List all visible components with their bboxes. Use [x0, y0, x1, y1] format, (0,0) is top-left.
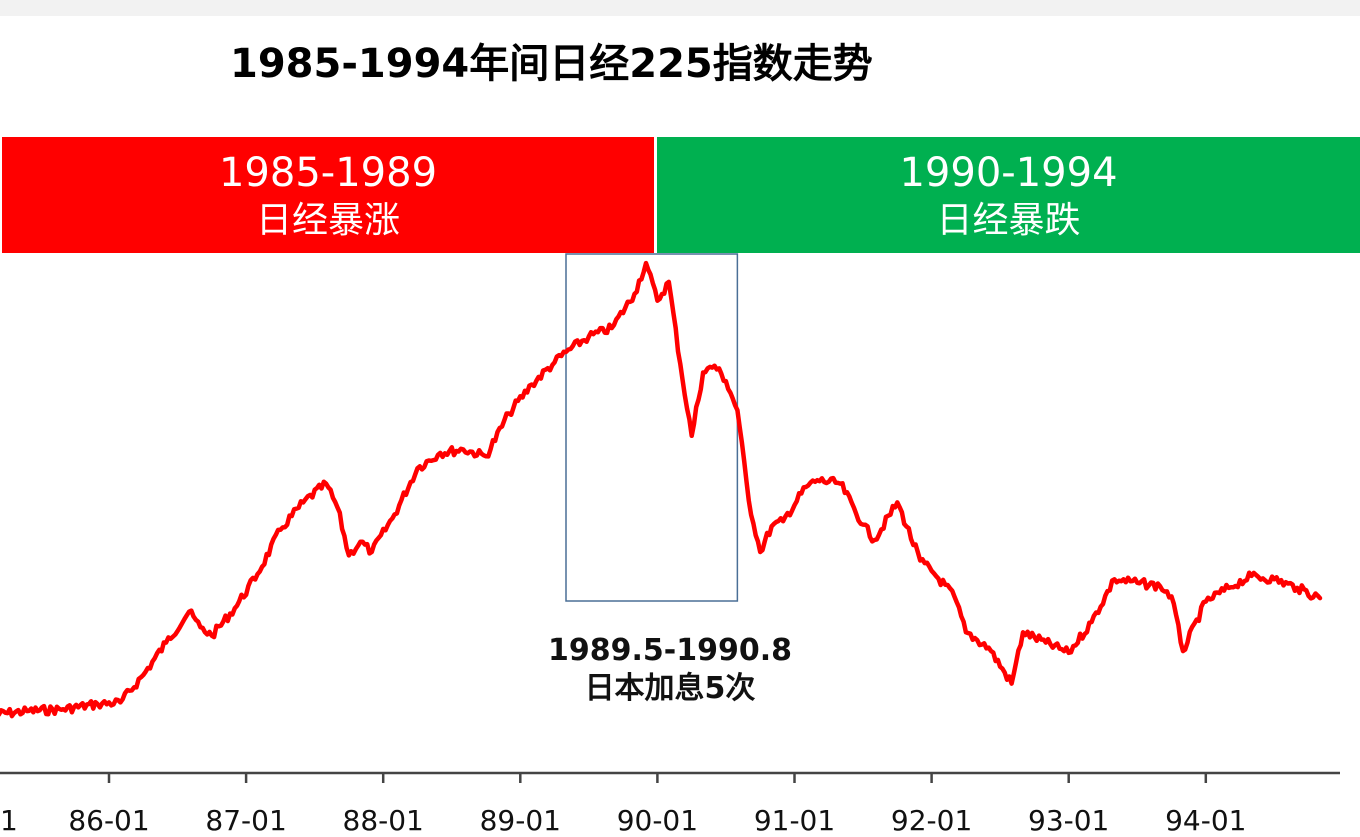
- chart-title: 1985-1994年间日经225指数走势: [230, 41, 873, 87]
- x-tick-label: 90-01: [617, 804, 698, 837]
- annotation-period: 1989.5-1990.8: [548, 633, 792, 668]
- annotation-text: 日本加息5次: [584, 671, 756, 706]
- banner-fall: 1990-1994 日经暴跌: [657, 137, 1360, 253]
- x-tick-label: 86-01: [68, 804, 149, 837]
- x-tick-label: 87-01: [205, 804, 286, 837]
- series-line: [0, 260, 1323, 719]
- x-tick-label: 93-01: [1028, 804, 1109, 837]
- banner-fall-label: 日经暴跌: [936, 200, 1081, 241]
- banner-rise-period: 1985-1989: [218, 150, 438, 196]
- x-tick-label: 88-01: [343, 804, 424, 837]
- x-tick-label: 94-01: [1165, 804, 1246, 837]
- banner-fall-period: 1990-1994: [899, 150, 1118, 196]
- x-tick-label: 89-01: [480, 804, 561, 837]
- x-tick-label: 91-01: [754, 804, 835, 837]
- x-tick-label: 1: [0, 804, 18, 837]
- x-tick-label: 92-01: [891, 804, 972, 837]
- top-strip: [0, 0, 1360, 16]
- banner-rise-label: 日经暴涨: [255, 200, 400, 241]
- annotation: 1989.5-1990.8 日本加息5次: [520, 632, 820, 708]
- annotation-box: [565, 253, 739, 602]
- banner-rise: 1985-1989 日经暴涨: [2, 137, 654, 253]
